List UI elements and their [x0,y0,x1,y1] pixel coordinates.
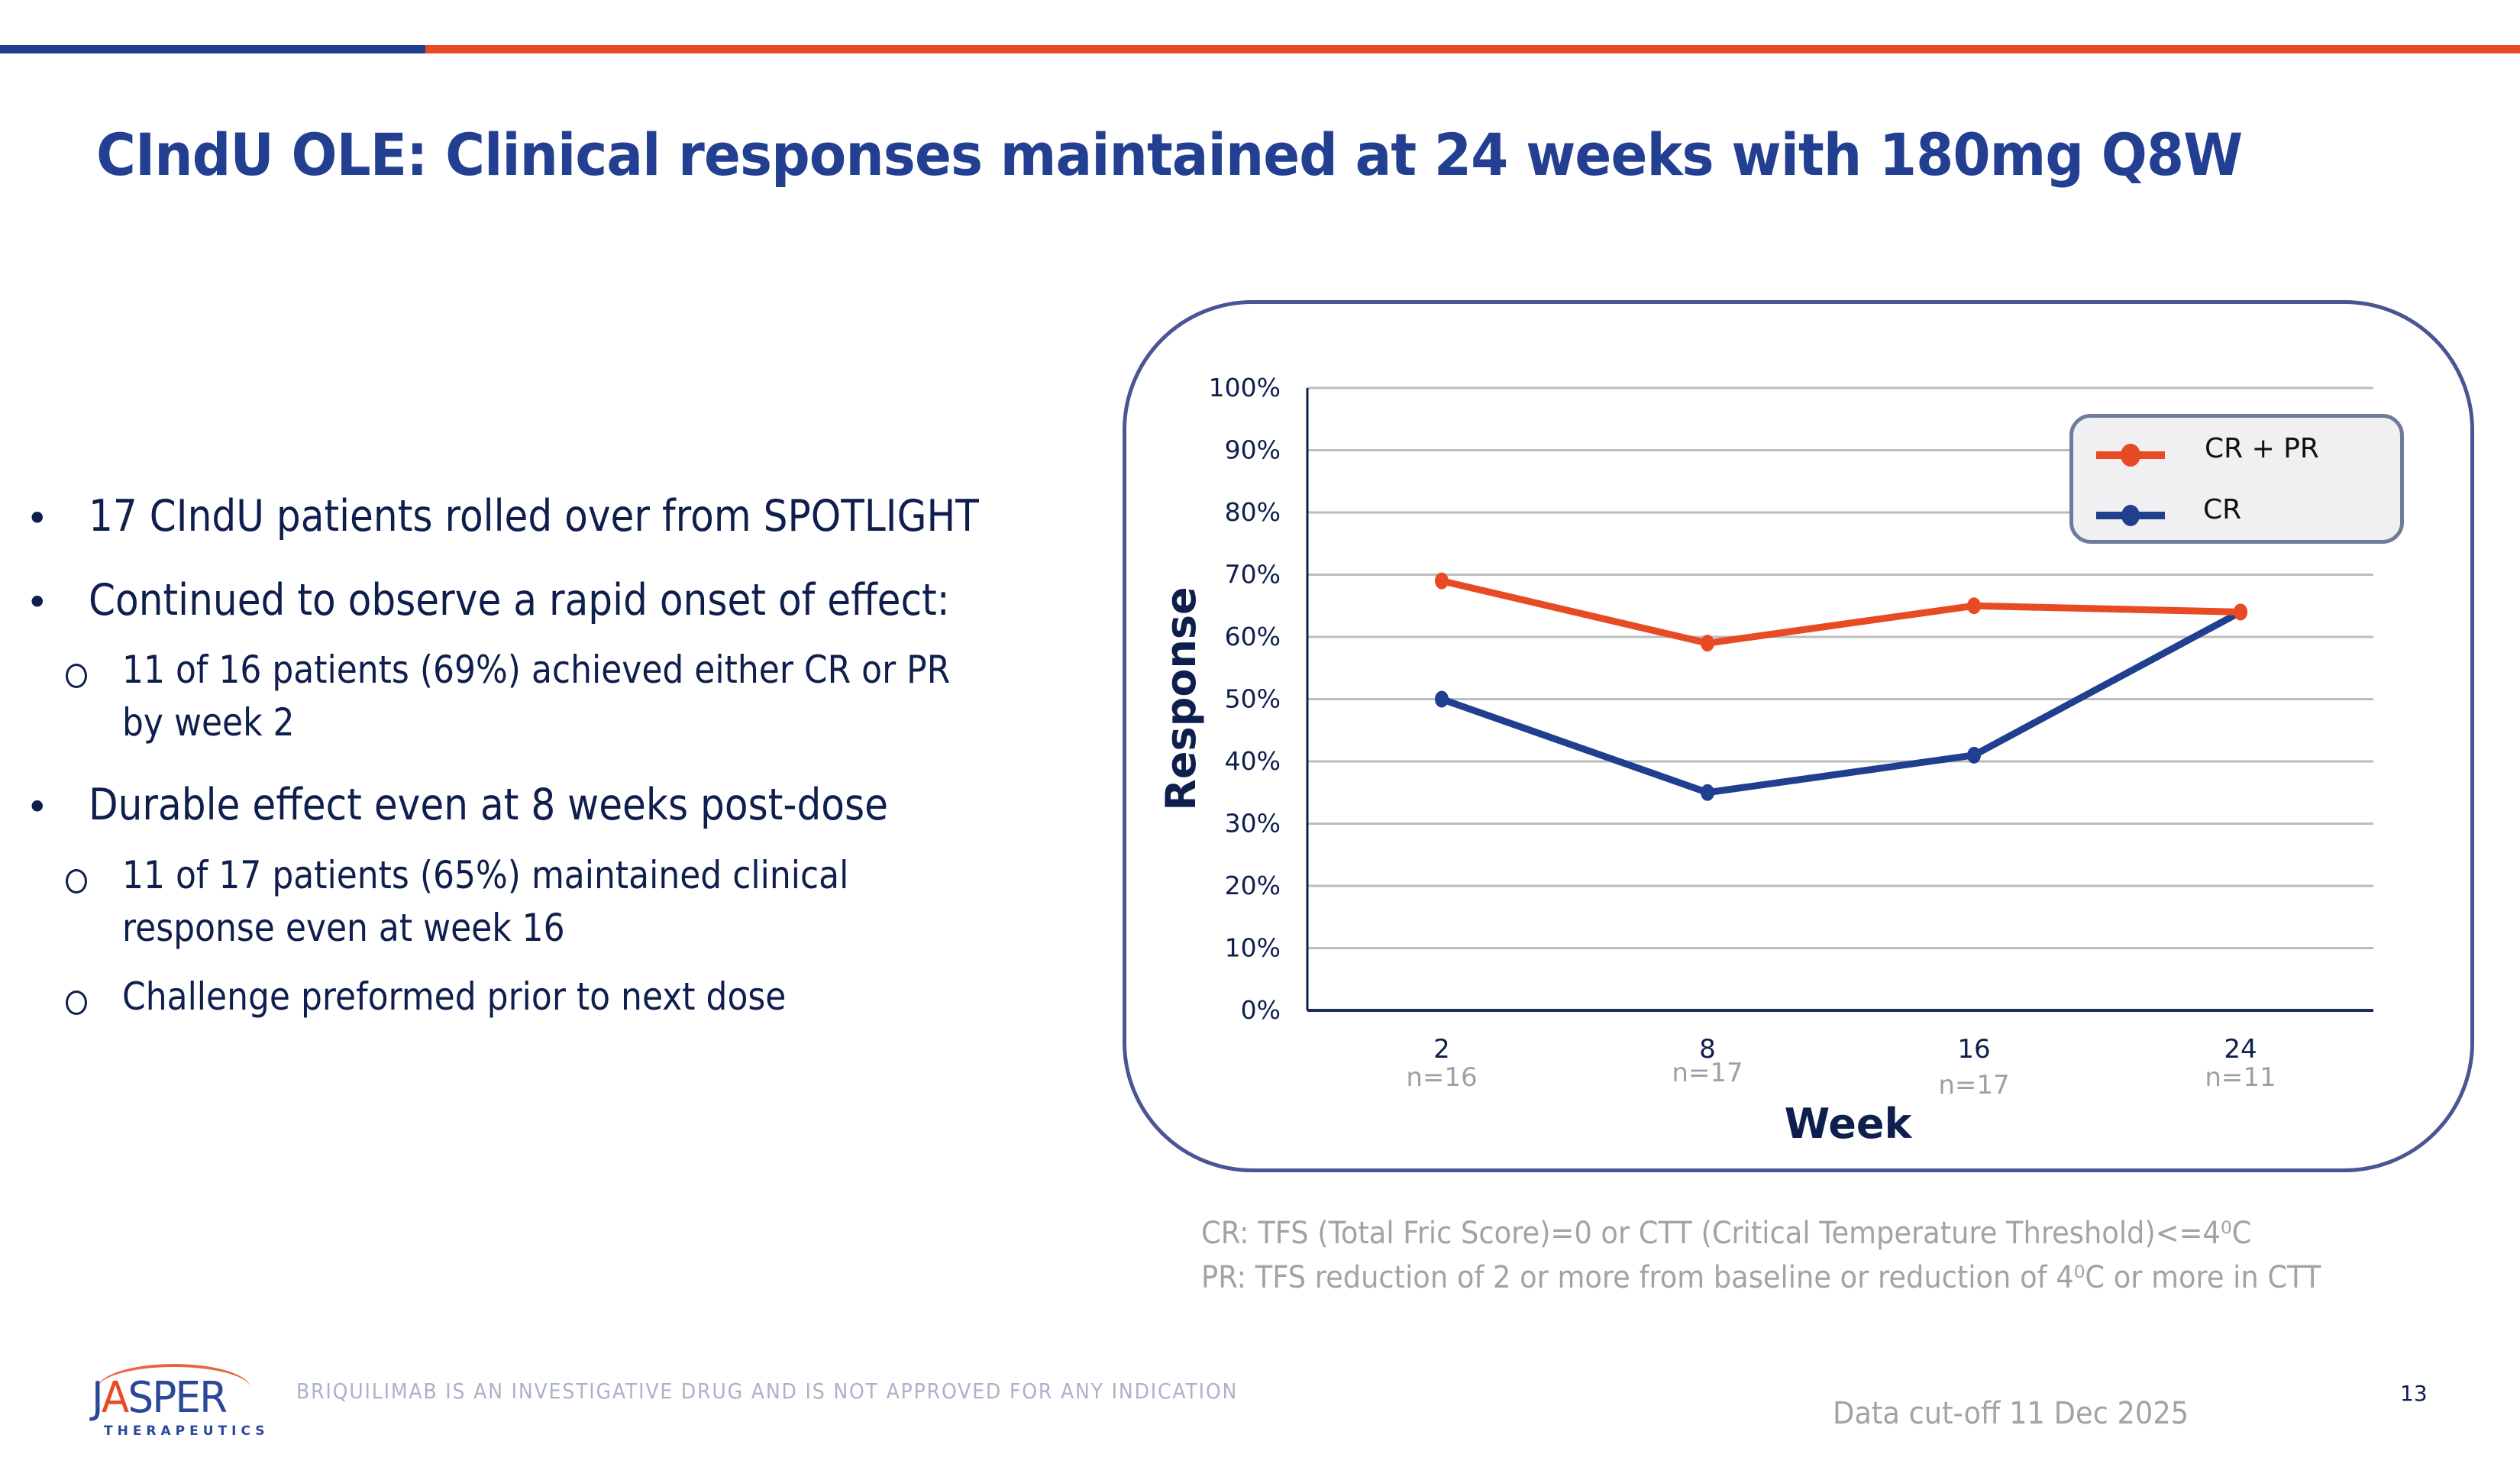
regulatory-disclaimer: BRIQUILIMAB IS AN INVESTIGATIVE DRUG AND… [296,1378,1239,1404]
data-point [1435,572,1449,590]
x-tick-label: 16 [1957,1034,1990,1065]
chart-legend: CR + PR CR [2069,414,2404,544]
header-accent-bar-blue [0,45,425,53]
sub-bullet-item-line: Challenge preformed prior to next dose [122,974,787,1019]
jasper-therapeutics-logo: JASPER THERAPEUTICS [90,1361,265,1445]
y-tick-label: 70% [1225,560,1281,590]
data-point [1435,690,1449,708]
legend-swatch-cr-pr-marker [2121,444,2140,467]
sub-bullet-item-line: 11 of 16 patients (69%) achieved either … [122,648,951,692]
gridlines [1307,386,2373,949]
x-tick-label: 2 [1433,1034,1450,1065]
series-cr [1435,603,2247,801]
sub-bullet-item-line: 11 of 17 patients (65%) maintained clini… [122,853,849,897]
sub-bullet-item-line: response even at week 16 [122,906,565,950]
footnote-pr-definition: PR: TFS reduction of 2 or more from base… [1201,1260,2321,1295]
series-cr-pr [1435,572,2247,652]
y-tick-label: 100% [1209,373,1281,402]
sub-bullet-marker [66,664,87,688]
legend-label-cr-pr: CR + PR [2205,433,2319,464]
y-tick-label: 80% [1225,497,1281,527]
legend-swatches [2096,444,2165,526]
legend-swatch-cr-marker [2121,505,2140,526]
bullet-marker: • [26,580,49,625]
y-tick-label: 30% [1225,809,1281,839]
y-tick-label: 20% [1225,871,1281,900]
header-accent-bar-orange [425,45,2520,53]
legend-label-cr: CR [2203,494,2242,525]
chart-frame [1123,300,2474,1172]
sub-bullet-marker [66,991,87,1015]
page-number: 13 [2400,1381,2428,1406]
x-sample-size-label: n=11 [2205,1062,2276,1093]
x-sample-size-label: n=17 [1938,1070,2009,1100]
data-point [1967,597,1981,615]
bullet-item: Durable effect even at 8 weeks post-dose [89,780,888,830]
bullet-marker: • [26,785,49,829]
series-group [1435,572,2247,801]
bullet-item: Continued to observe a rapid onset of ef… [89,575,950,625]
logo-arc-icon [98,1364,250,1413]
data-point [1701,784,1714,801]
series-line [1440,577,2241,647]
x-tick-label: 8 [1699,1034,1716,1065]
data-point [1967,746,1981,764]
data-cutoff-date: Data cut-off 11 Dec 2025 [1833,1396,2189,1431]
y-tick-label: 60% [1225,622,1281,651]
data-point [2234,603,2247,621]
y-tick-label: 50% [1225,684,1281,714]
bullet-list: • 17 CIndU patients rolled over from SPO… [0,0,1107,1069]
x-axis-label: Week [1785,1100,1913,1148]
logo-subtitle: THERAPEUTICS [104,1424,270,1439]
x-tick-label: 24 [2224,1034,2257,1065]
footnote-cr-definition: CR: TFS (Total Fric Score)=0 or CTT (Cri… [1201,1216,2252,1251]
bullet-item: 17 CIndU patients rolled over from SPOTL… [89,491,979,541]
y-tick-label: 40% [1225,746,1281,776]
data-point [1701,635,1714,652]
series-line [1440,609,2243,797]
x-sample-size-label: n=16 [1406,1062,1477,1093]
y-tick-label: 10% [1225,933,1281,963]
sub-bullet-marker [66,869,87,894]
y-tick-label: 90% [1225,435,1281,465]
slide-title: CIndU OLE: Clinical responses maintained… [96,121,2243,189]
sub-bullet-item-line: by week 2 [122,700,295,745]
y-axis-label: Response [1157,587,1205,810]
x-sample-size-label: n=17 [1672,1058,1743,1088]
y-tick-labels: 0% 10% 20% 30% 40% 50% 60% 70% 80% 90% 100% [1209,373,1281,1025]
bullet-marker: • [26,496,49,541]
logo-wordmark: JASPER [92,1373,228,1423]
y-tick-label: 0% [1241,995,1281,1025]
